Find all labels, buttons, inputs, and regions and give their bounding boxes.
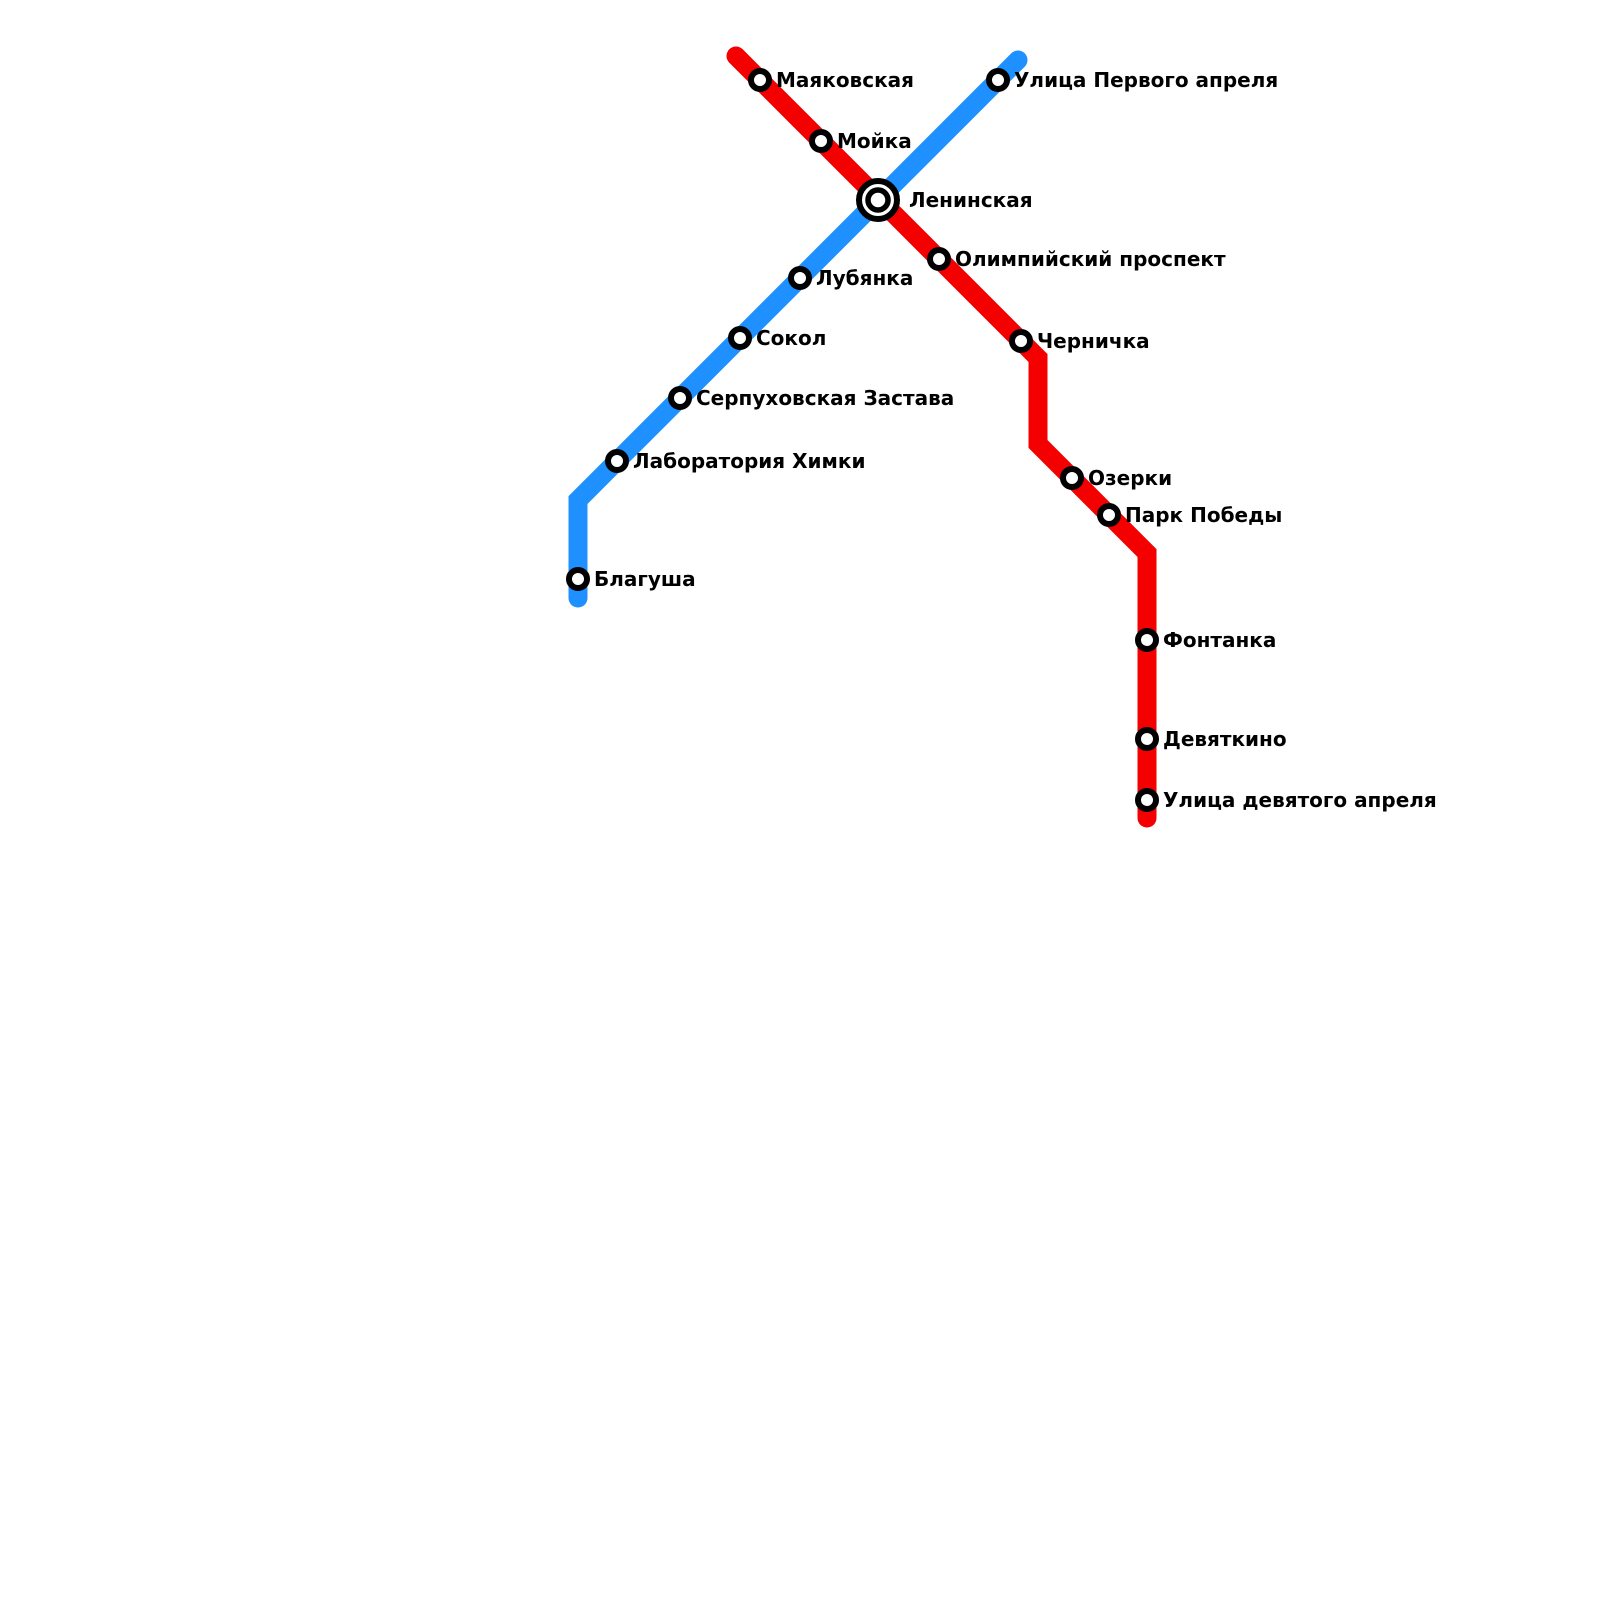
station-label: Ленинская — [909, 188, 1033, 212]
station-red-line-7: Девяткино — [1135, 727, 1287, 751]
red-line — [726, 46, 1157, 828]
station-blue-line-0: Улица Первого апреля — [986, 68, 1278, 92]
station-blue-line-4: Серпуховская Застава — [668, 386, 954, 410]
station-marker — [1060, 466, 1084, 490]
station-label: Маяковская — [776, 68, 914, 92]
station-red-line-8: Улица девятого апреля — [1135, 788, 1437, 812]
station-marker — [728, 326, 752, 350]
station-marker — [1097, 503, 1121, 527]
station-marker — [809, 129, 833, 153]
station-label: Улица Первого апреля — [1014, 68, 1278, 92]
station-marker — [605, 449, 629, 473]
blue-line — [568, 50, 1028, 608]
station-marker — [1135, 727, 1159, 751]
station-label: Мойка — [837, 129, 912, 153]
station-blue-line-5: Лаборатория Химки — [605, 449, 865, 473]
stations-layer: Улица Первого апреля Ленинская Лубянка Соко… — [566, 68, 1437, 812]
station-marker — [927, 247, 951, 271]
station-label: Олимпийский проспект — [955, 247, 1226, 271]
station-marker — [1009, 329, 1033, 353]
lines-layer — [568, 46, 1157, 828]
station-label: Фонтанка — [1163, 628, 1276, 652]
station-blue-line-3: Сокол — [728, 326, 826, 350]
station-blue-line-2: Лубянка — [788, 266, 913, 290]
station-marker — [986, 68, 1010, 92]
station-marker — [748, 68, 772, 92]
station-marker — [566, 567, 590, 591]
station-red-line-2: Олимпийский проспект — [927, 247, 1226, 271]
station-marker — [668, 386, 692, 410]
station-label: Девяткино — [1163, 727, 1287, 751]
station-label: Парк Победы — [1125, 503, 1282, 527]
station-label: Лубянка — [816, 266, 913, 290]
station-red-line-4: Озерки — [1060, 466, 1172, 490]
station-label: Черничка — [1037, 329, 1150, 353]
station-label: Серпуховская Застава — [696, 386, 954, 410]
station-red-line-1: Мойка — [809, 129, 912, 153]
station-blue-line-6: Благуша — [566, 567, 696, 591]
station-marker — [1135, 788, 1159, 812]
station-label: Озерки — [1088, 466, 1172, 490]
station-marker — [788, 266, 812, 290]
interchange-marker-inner — [865, 187, 891, 213]
station-label: Улица девятого апреля — [1163, 788, 1437, 812]
station-label: Сокол — [756, 326, 826, 350]
station-marker — [1135, 628, 1159, 652]
station-blue-line-1: Ленинская — [856, 178, 1033, 222]
station-red-line-0: Маяковская — [748, 68, 914, 92]
station-red-line-6: Фонтанка — [1135, 628, 1276, 652]
station-red-line-3: Черничка — [1009, 329, 1150, 353]
station-label: Лаборатория Химки — [633, 449, 865, 473]
station-label: Благуша — [594, 567, 696, 591]
station-red-line-5: Парк Победы — [1097, 503, 1282, 527]
